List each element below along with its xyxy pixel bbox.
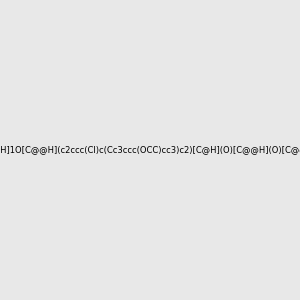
Text: OC[C@H]1O[C@@H](c2ccc(Cl)c(Cc3ccc(OCC)cc3)c2)[C@H](O)[C@@H](O)[C@@H]1O: OC[C@H]1O[C@@H](c2ccc(Cl)c(Cc3ccc(OCC)cc… <box>0 146 300 154</box>
